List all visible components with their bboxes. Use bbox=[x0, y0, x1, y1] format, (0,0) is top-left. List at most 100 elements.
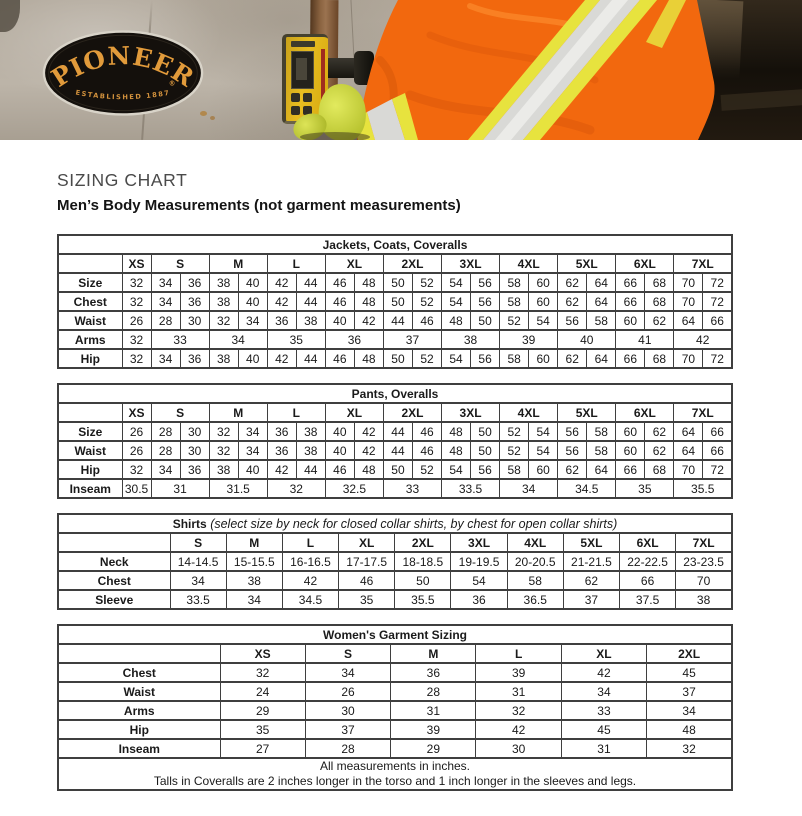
measurement-cell: 46 bbox=[411, 310, 443, 331]
size-column-header: M bbox=[208, 402, 268, 423]
table-title: Pants, Overalls bbox=[57, 383, 733, 404]
measurement-cell: 34.5 bbox=[557, 478, 617, 499]
device-screen bbox=[291, 51, 314, 89]
measurement-cell: 30 bbox=[475, 738, 562, 759]
row-label: Inseam bbox=[57, 478, 123, 499]
measurement-cell: 66 bbox=[615, 459, 646, 480]
row-label: Chest bbox=[57, 662, 221, 683]
row-label: Waist bbox=[57, 681, 221, 702]
table-title: Jackets, Coats, Coveralls bbox=[57, 234, 733, 255]
size-column-header: 5XL bbox=[562, 532, 621, 553]
measurement-cell: 37 bbox=[304, 719, 392, 740]
measurement-cell: 44 bbox=[295, 459, 326, 480]
measurement-cell: 35 bbox=[219, 719, 306, 740]
measurement-cell: 52 bbox=[499, 310, 530, 331]
measurement-cell: 70 bbox=[673, 459, 704, 480]
measurement-cell: 60 bbox=[528, 272, 559, 293]
measurement-cell: 72 bbox=[702, 291, 733, 312]
measurement-cell: 50 bbox=[470, 440, 501, 461]
measurement-cell: 41 bbox=[615, 329, 675, 350]
measurement-cell: 40 bbox=[324, 421, 355, 442]
measurement-cell: 34 bbox=[237, 421, 268, 442]
measurement-cell: 20-20.5 bbox=[506, 551, 564, 572]
measurement-cell: 70 bbox=[673, 291, 704, 312]
size-header-empty bbox=[57, 402, 123, 423]
measurement-cell: 28 bbox=[150, 440, 181, 461]
measurement-cell: 36 bbox=[266, 421, 297, 442]
measurement-cell: 30 bbox=[304, 700, 392, 721]
measurement-cell: 54 bbox=[528, 421, 559, 442]
page-subtitle: Men’s Body Measurements (not garment mea… bbox=[57, 197, 461, 214]
measurement-cell: 37.5 bbox=[618, 589, 677, 610]
device-screen-display bbox=[296, 58, 307, 80]
table-row: Inseam 27 28 29 30 31 32 bbox=[57, 738, 733, 759]
size-column-header: 2XL bbox=[382, 253, 443, 274]
corner-shadow bbox=[0, 0, 20, 32]
measurement-cell: 42 bbox=[475, 719, 562, 740]
table-row: Waist 26 28 30 32 34 36 38 40 42 44 46 48 50 52 54 56 58 6… bbox=[57, 440, 733, 461]
measurement-cell: 60 bbox=[615, 440, 646, 461]
size-column-header: 2XL bbox=[382, 402, 443, 423]
measurement-cell: 39 bbox=[390, 719, 477, 740]
size-column-header: M bbox=[208, 253, 268, 274]
content: SIZING CHART Men’s Body Measurements (no… bbox=[57, 170, 733, 791]
measurement-cell: 46 bbox=[324, 291, 355, 312]
row-label: Waist bbox=[57, 310, 123, 331]
size-column-header: 6XL bbox=[615, 402, 675, 423]
clamp-knob bbox=[354, 51, 374, 85]
size-column-header: XS bbox=[121, 253, 152, 274]
measurement-cell: 42 bbox=[266, 272, 297, 293]
measurement-cell: 19-19.5 bbox=[450, 551, 508, 572]
measurement-cell: 46 bbox=[411, 421, 443, 442]
measurement-cell: 56 bbox=[557, 310, 588, 331]
size-column-header: L bbox=[266, 253, 326, 274]
hivis-jacket bbox=[354, 0, 715, 140]
sizing-table: Jackets, Coats, Coveralls XS S M L XL 2XL 3XL 4X… bbox=[57, 234, 733, 369]
measurement-cell: 35 bbox=[266, 329, 326, 350]
size-column-header: XL bbox=[324, 253, 384, 274]
measurement-cell: 27 bbox=[219, 738, 306, 759]
measurement-cell: 34 bbox=[560, 681, 648, 702]
measurement-cell: 38 bbox=[675, 589, 733, 610]
measurement-cell: 40 bbox=[237, 459, 268, 480]
measurement-cell: 32 bbox=[121, 329, 152, 350]
measurement-cell: 62 bbox=[644, 310, 675, 331]
table-row: Sleeve 33.5 34 34.5 35 35.5 36 36.5 37 37.5 38 bbox=[57, 589, 733, 610]
measurement-cell: 40 bbox=[557, 329, 617, 350]
measurement-cell: 45 bbox=[560, 719, 648, 740]
measurement-cell: 15-15.5 bbox=[225, 551, 283, 572]
measurement-cell: 33 bbox=[382, 478, 443, 499]
measurement-cell: 36.5 bbox=[506, 589, 564, 610]
size-column-header: L bbox=[266, 402, 326, 423]
measurement-cell: 42 bbox=[266, 348, 297, 369]
measurement-cell: 50 bbox=[394, 570, 452, 591]
table-title: Women's Garment Sizing bbox=[57, 624, 733, 645]
wall-stain bbox=[210, 116, 215, 120]
measurement-cell: 44 bbox=[295, 291, 326, 312]
measurement-cell: 54 bbox=[441, 459, 472, 480]
row-label: Chest bbox=[57, 570, 171, 591]
measurement-cell: 33 bbox=[560, 700, 648, 721]
measurement-cell: 28 bbox=[150, 421, 181, 442]
size-column-header: M bbox=[390, 643, 477, 664]
measurement-cell: 32 bbox=[208, 421, 239, 442]
device-button bbox=[303, 106, 312, 115]
measurement-cell: 52 bbox=[411, 348, 443, 369]
size-header-empty bbox=[57, 532, 171, 553]
measurement-cell: 40 bbox=[237, 348, 268, 369]
measurement-cell: 34 bbox=[150, 272, 181, 293]
row-label: Chest bbox=[57, 291, 123, 312]
row-label: Hip bbox=[57, 719, 221, 740]
measurement-cell: 39 bbox=[499, 329, 559, 350]
measurement-cell: 70 bbox=[673, 348, 704, 369]
measurement-cell: 48 bbox=[353, 291, 384, 312]
footnote-line: Talls in Coveralls are 2 inches longer i… bbox=[153, 774, 637, 788]
measurement-cell: 30.5 bbox=[121, 478, 152, 499]
measurement-cell: 46 bbox=[338, 570, 396, 591]
measurement-cell: 64 bbox=[586, 348, 617, 369]
measurement-cell: 17-17.5 bbox=[338, 551, 396, 572]
measurement-cell: 48 bbox=[441, 310, 472, 331]
measurement-cell: 34 bbox=[150, 348, 181, 369]
measurement-cell: 62 bbox=[562, 570, 621, 591]
size-column-header: L bbox=[281, 532, 340, 553]
